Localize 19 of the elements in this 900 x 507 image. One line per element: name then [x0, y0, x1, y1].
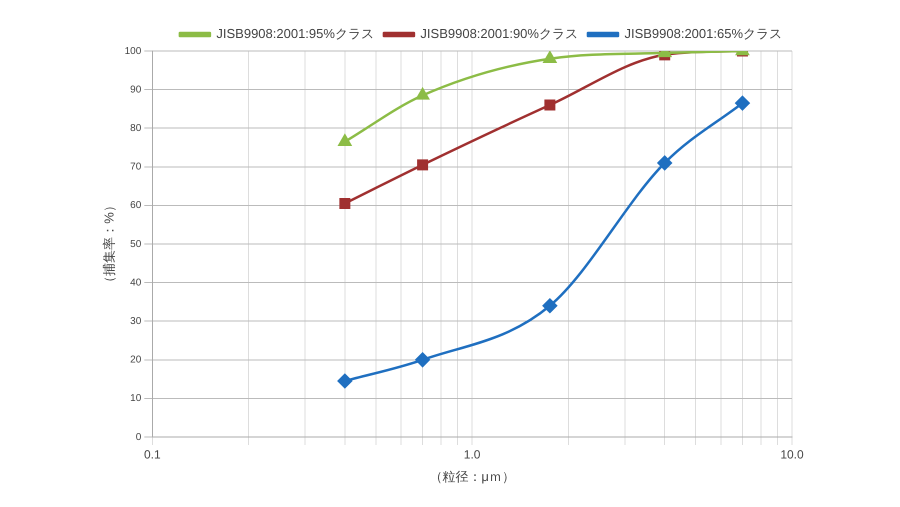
y-tick-label: 40 [130, 277, 142, 288]
y-tick-label: 50 [130, 238, 142, 250]
y-tick-label: 100 [124, 46, 142, 57]
y-tick-label: 20 [130, 354, 142, 366]
legend-label: JISB9908:2001:65%クラス [624, 26, 782, 42]
y-tick-label: 70 [130, 162, 142, 173]
x-tick-label: 1.0 [464, 448, 481, 462]
x-axis-title: （粒径：μｍ） [429, 468, 515, 484]
y-tick-label: 30 [130, 316, 142, 327]
y-tick-label: 0 [136, 432, 142, 443]
y-tick-label: 80 [130, 122, 142, 134]
legend-label: JISB9908:2001:90%クラス [420, 26, 578, 42]
y-axis-title: （捕集率：%） [101, 199, 116, 289]
y-tick-label: 60 [130, 200, 142, 212]
y-tick-label: 10 [130, 393, 142, 404]
x-tick-label: 0.1 [144, 448, 161, 462]
y-tick-label: 90 [130, 84, 142, 96]
x-tick-label: 10.0 [780, 448, 804, 462]
legend-label: JISB9908:2001:95%クラス [216, 26, 374, 42]
